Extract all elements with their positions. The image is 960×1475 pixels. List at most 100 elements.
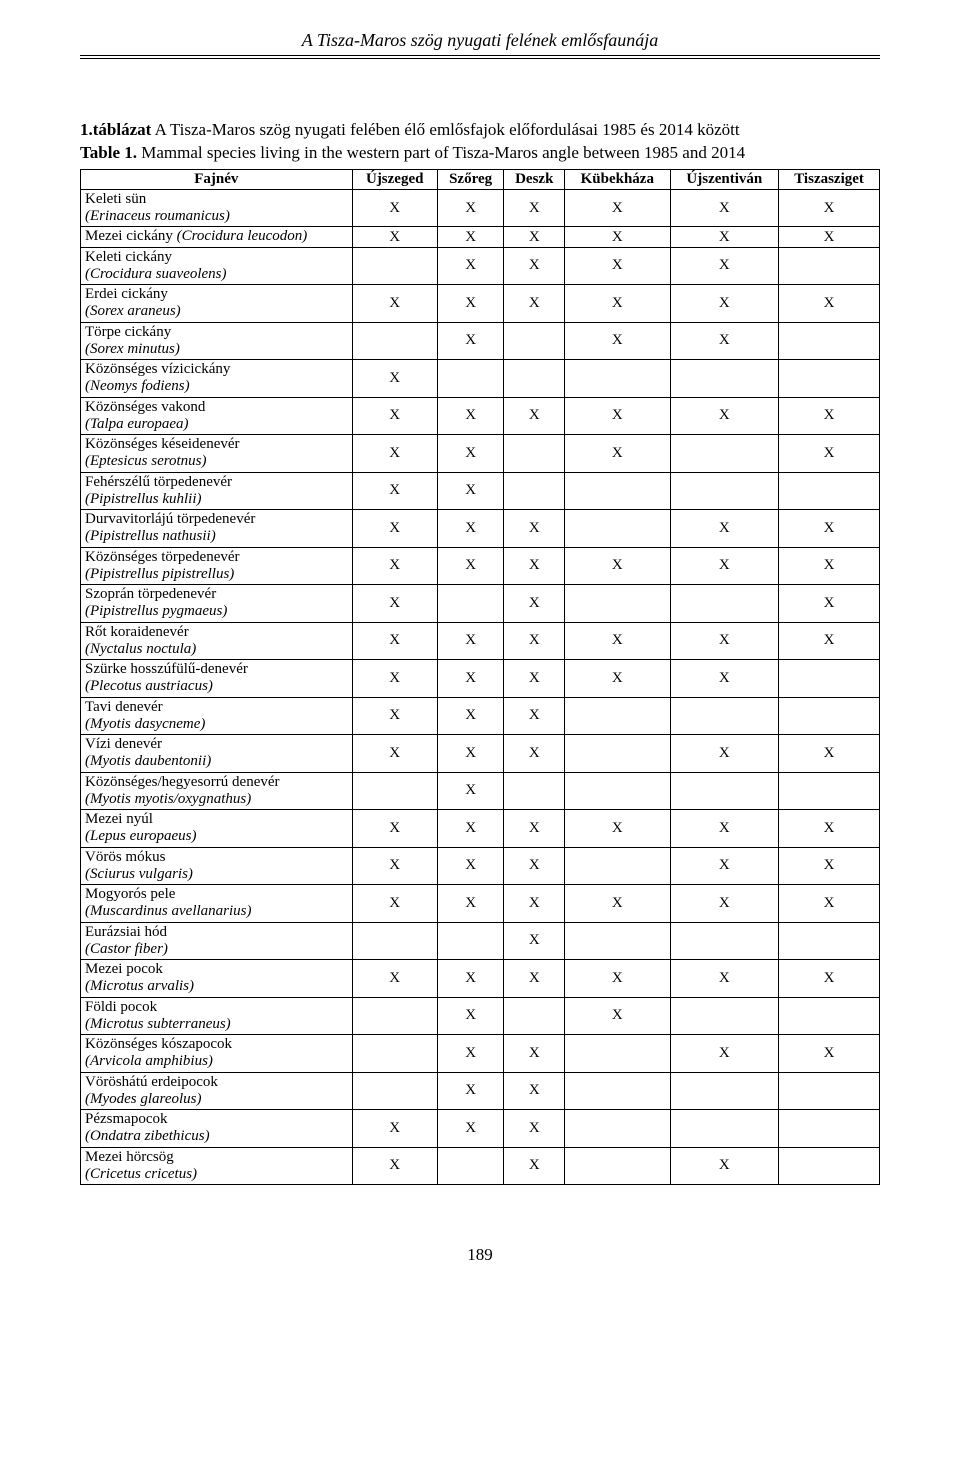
presence-cell: X	[779, 547, 880, 585]
presence-cell	[779, 697, 880, 735]
presence-cell	[565, 1035, 670, 1073]
presence-cell: X	[437, 397, 504, 435]
presence-cell	[670, 697, 779, 735]
presence-cell	[779, 660, 880, 698]
species-name-cell: Mezei hörcsög(Cricetus cricetus)	[81, 1147, 353, 1185]
table-row: Közönséges késeidenevér(Eptesicus serotn…	[81, 435, 880, 473]
presence-cell	[504, 435, 565, 473]
presence-cell: X	[352, 1147, 437, 1185]
presence-cell	[779, 472, 880, 510]
species-common-name: Eurázsiai hód	[85, 924, 348, 941]
table-row: Fehérszélű törpedenevér(Pipistrellus kuh…	[81, 472, 880, 510]
species-latin-name: (Myotis daubentonii)	[85, 753, 348, 770]
presence-cell	[670, 435, 779, 473]
presence-cell: X	[437, 472, 504, 510]
presence-cell: X	[352, 360, 437, 398]
presence-cell: X	[437, 435, 504, 473]
species-common-name: Közönséges kószapocok	[85, 1036, 348, 1053]
presence-cell: X	[670, 1147, 779, 1185]
presence-cell	[565, 922, 670, 960]
presence-cell: X	[352, 585, 437, 623]
presence-cell: X	[779, 285, 880, 323]
presence-cell: X	[504, 1035, 565, 1073]
species-common-name: Rőt koraidenevér	[85, 624, 348, 641]
presence-cell	[670, 997, 779, 1035]
presence-cell	[504, 472, 565, 510]
presence-cell	[352, 772, 437, 810]
presence-cell: X	[670, 247, 779, 285]
species-latin-name: (Microtus arvalis)	[85, 978, 348, 995]
col-kubekhaza: Kübekháza	[565, 169, 670, 189]
table-row: Szoprán törpedenevér(Pipistrellus pygmae…	[81, 585, 880, 623]
presence-cell: X	[565, 285, 670, 323]
table-row: Mogyorós pele(Muscardinus avellanarius)X…	[81, 885, 880, 923]
caption-text-2: Mammal species living in the western par…	[137, 143, 745, 162]
species-latin-name: (Cricetus cricetus)	[85, 1166, 348, 1183]
presence-cell: X	[437, 997, 504, 1035]
species-common-name: Keleti cickány	[85, 249, 348, 266]
presence-cell: X	[504, 285, 565, 323]
presence-cell	[504, 772, 565, 810]
presence-cell: X	[352, 397, 437, 435]
species-name-cell: Erdei cickány(Sorex araneus)	[81, 285, 353, 323]
presence-cell: X	[565, 660, 670, 698]
presence-cell: X	[670, 285, 779, 323]
species-common-name: Vízi denevér	[85, 736, 348, 753]
presence-cell: X	[352, 735, 437, 773]
presence-cell: X	[670, 189, 779, 227]
table-row: Vörös mókus(Sciurus vulgaris)XXXXX	[81, 847, 880, 885]
species-latin-name: (Crocidura suaveolens)	[85, 266, 348, 283]
table-row: Eurázsiai hód(Castor fiber)X	[81, 922, 880, 960]
col-szoreg: Szőreg	[437, 169, 504, 189]
presence-cell	[352, 997, 437, 1035]
table-row: Törpe cickány(Sorex minutus)XXX	[81, 322, 880, 360]
presence-cell: X	[352, 622, 437, 660]
species-common-name: Mogyorós pele	[85, 886, 348, 903]
presence-cell	[437, 922, 504, 960]
species-name-cell: Földi pocok(Microtus subterraneus)	[81, 997, 353, 1035]
presence-cell	[504, 322, 565, 360]
presence-cell: X	[779, 622, 880, 660]
presence-cell: X	[779, 585, 880, 623]
presence-cell	[670, 922, 779, 960]
species-common-name: Közönséges vakond	[85, 399, 348, 416]
table-header-row: Fajnév Újszeged Szőreg Deszk Kübekháza Ú…	[81, 169, 880, 189]
presence-cell	[779, 772, 880, 810]
presence-cell: X	[352, 697, 437, 735]
species-latin-name: (Pipistrellus nathusii)	[85, 528, 348, 545]
species-name-cell: Szürke hosszúfülű-denevér(Plecotus austr…	[81, 660, 353, 698]
presence-cell: X	[437, 697, 504, 735]
species-name-cell: Mezei cickány (Crocidura leucodon)	[81, 227, 353, 247]
presence-cell: X	[437, 227, 504, 247]
species-name-cell: Mogyorós pele(Muscardinus avellanarius)	[81, 885, 353, 923]
species-common-name: Szürke hosszúfülű-denevér	[85, 661, 348, 678]
presence-cell: X	[565, 810, 670, 848]
species-latin-name: (Sorex minutus)	[85, 341, 348, 358]
presence-cell	[437, 360, 504, 398]
presence-cell	[565, 697, 670, 735]
table-head: Fajnév Újszeged Szőreg Deszk Kübekháza Ú…	[81, 169, 880, 189]
species-latin-name: (Myotis myotis/oxygnathus)	[85, 791, 348, 808]
col-tiszasziget: Tiszasziget	[779, 169, 880, 189]
table-row: Vöröshátú erdeipocok(Myodes glareolus)XX	[81, 1072, 880, 1110]
presence-cell: X	[779, 960, 880, 998]
table-row: Mezei cickány (Crocidura leucodon)XXXXXX	[81, 227, 880, 247]
species-common-name: Mezei cickány	[85, 228, 177, 244]
presence-cell: X	[779, 810, 880, 848]
presence-cell: X	[437, 189, 504, 227]
presence-cell	[565, 585, 670, 623]
table-row: Vízi denevér(Myotis daubentonii)XXXXX	[81, 735, 880, 773]
species-latin-name: (Sciurus vulgaris)	[85, 866, 348, 883]
table-row: Közönséges vízicickány(Neomys fodiens)X	[81, 360, 880, 398]
species-common-name: Erdei cickány	[85, 286, 348, 303]
presence-cell	[352, 1072, 437, 1110]
presence-cell: X	[352, 285, 437, 323]
presence-cell: X	[565, 435, 670, 473]
col-ujszeged: Újszeged	[352, 169, 437, 189]
presence-cell: X	[352, 547, 437, 585]
presence-cell: X	[670, 960, 779, 998]
presence-cell	[670, 1110, 779, 1148]
table-row: Közönséges vakond(Talpa europaea)XXXXXX	[81, 397, 880, 435]
species-name-cell: Fehérszélű törpedenevér(Pipistrellus kuh…	[81, 472, 353, 510]
species-name-cell: Rőt koraidenevér(Nyctalus noctula)	[81, 622, 353, 660]
